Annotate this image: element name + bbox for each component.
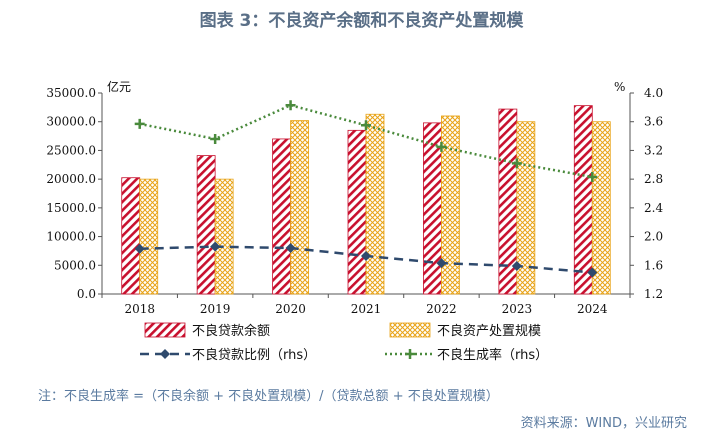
bar-bad-loan-balance — [272, 138, 291, 295]
bar-disposal-scale — [441, 115, 460, 295]
bar-disposal-scale — [139, 178, 159, 295]
legend-label-bad-loan-ratio: 不良贷款比例（rhs） — [192, 347, 316, 363]
point-npl-generation-rate — [285, 100, 296, 111]
point-npl-generation-rate — [587, 171, 598, 182]
point-npl-generation-rate — [511, 158, 522, 169]
left-tick-label: 15000.0 — [46, 201, 96, 215]
right-tick-label: 3.2 — [644, 143, 663, 157]
bar-disposal-scale — [591, 121, 611, 295]
right-tick-label: 1.6 — [644, 258, 663, 272]
point-bad-loan-ratio — [587, 267, 598, 278]
point-bad-loan-ratio — [511, 261, 522, 272]
legend-swatch-bad-loan-balance — [144, 322, 186, 338]
x-tick-label: 2018 — [124, 302, 155, 316]
left-tick-label: 30000.0 — [46, 115, 96, 129]
legend-marker-npl-generation-rate — [405, 349, 415, 359]
left-tick-label: 20000.0 — [46, 172, 96, 186]
left-tick-label: 25000.0 — [46, 143, 96, 157]
point-bad-loan-ratio — [285, 243, 296, 254]
bar-bad-loan-balance — [573, 105, 593, 295]
x-tick-label: 2023 — [502, 302, 533, 316]
bar-bad-loan-balance — [347, 129, 367, 295]
point-bad-loan-ratio — [134, 243, 145, 254]
left-tick-label: 0.0 — [77, 287, 96, 301]
bar-disposal-scale — [365, 113, 385, 295]
right-tick-label: 2.4 — [644, 201, 663, 215]
bar-disposal-scale — [290, 120, 309, 295]
legend-marker-bad-loan-ratio — [160, 349, 170, 359]
right-tick-label: 1.2 — [644, 287, 663, 301]
legend-label-bad-loan-balance: 不良贷款余额 — [192, 323, 270, 339]
legend-swatch-disposal-scale — [389, 322, 431, 338]
legend-label-npl-generation-rate: 不良生成率（rhs） — [437, 347, 548, 363]
legend-label-disposal-scale: 不良资产处置规模 — [437, 323, 541, 339]
point-bad-loan-ratio — [210, 241, 221, 252]
source-text: 资料来源：WIND，兴业研究 — [520, 416, 687, 431]
point-bad-loan-ratio — [361, 250, 371, 261]
point-npl-generation-rate — [134, 118, 145, 129]
x-tick-label: 2024 — [577, 302, 608, 316]
right-axis-unit: % — [614, 80, 625, 94]
left-axis-unit: 亿元 — [107, 79, 131, 94]
bar-disposal-scale — [214, 178, 234, 295]
left-tick-label: 10000.0 — [46, 230, 96, 244]
chart-title: 图表 3：不良资产余额和不良资产处置规模 — [199, 11, 524, 31]
left-tick-label: 35000.0 — [46, 86, 96, 100]
point-npl-generation-rate — [436, 141, 447, 152]
x-tick-label: 2019 — [200, 302, 231, 316]
x-tick-label: 2021 — [351, 302, 382, 316]
right-tick-label: 2.8 — [644, 172, 663, 186]
right-tick-label: 4.0 — [644, 86, 663, 100]
bar-bad-loan-balance — [121, 177, 141, 295]
bar-bad-loan-balance — [196, 155, 216, 295]
bar-bad-loan-balance — [423, 122, 442, 295]
right-tick-label: 2.0 — [644, 230, 663, 244]
x-tick-label: 2020 — [275, 302, 306, 316]
right-tick-label: 3.6 — [644, 115, 663, 129]
left-tick-label: 5000.0 — [54, 258, 96, 272]
point-npl-generation-rate — [361, 120, 371, 131]
x-tick-label: 2022 — [426, 302, 457, 316]
point-npl-generation-rate — [210, 133, 221, 144]
footnote: 注：不良生成率 =（不良余额 + 不良处置规模）/（贷款总额 + 不良处置规模） — [38, 389, 499, 404]
point-bad-loan-ratio — [436, 258, 447, 269]
